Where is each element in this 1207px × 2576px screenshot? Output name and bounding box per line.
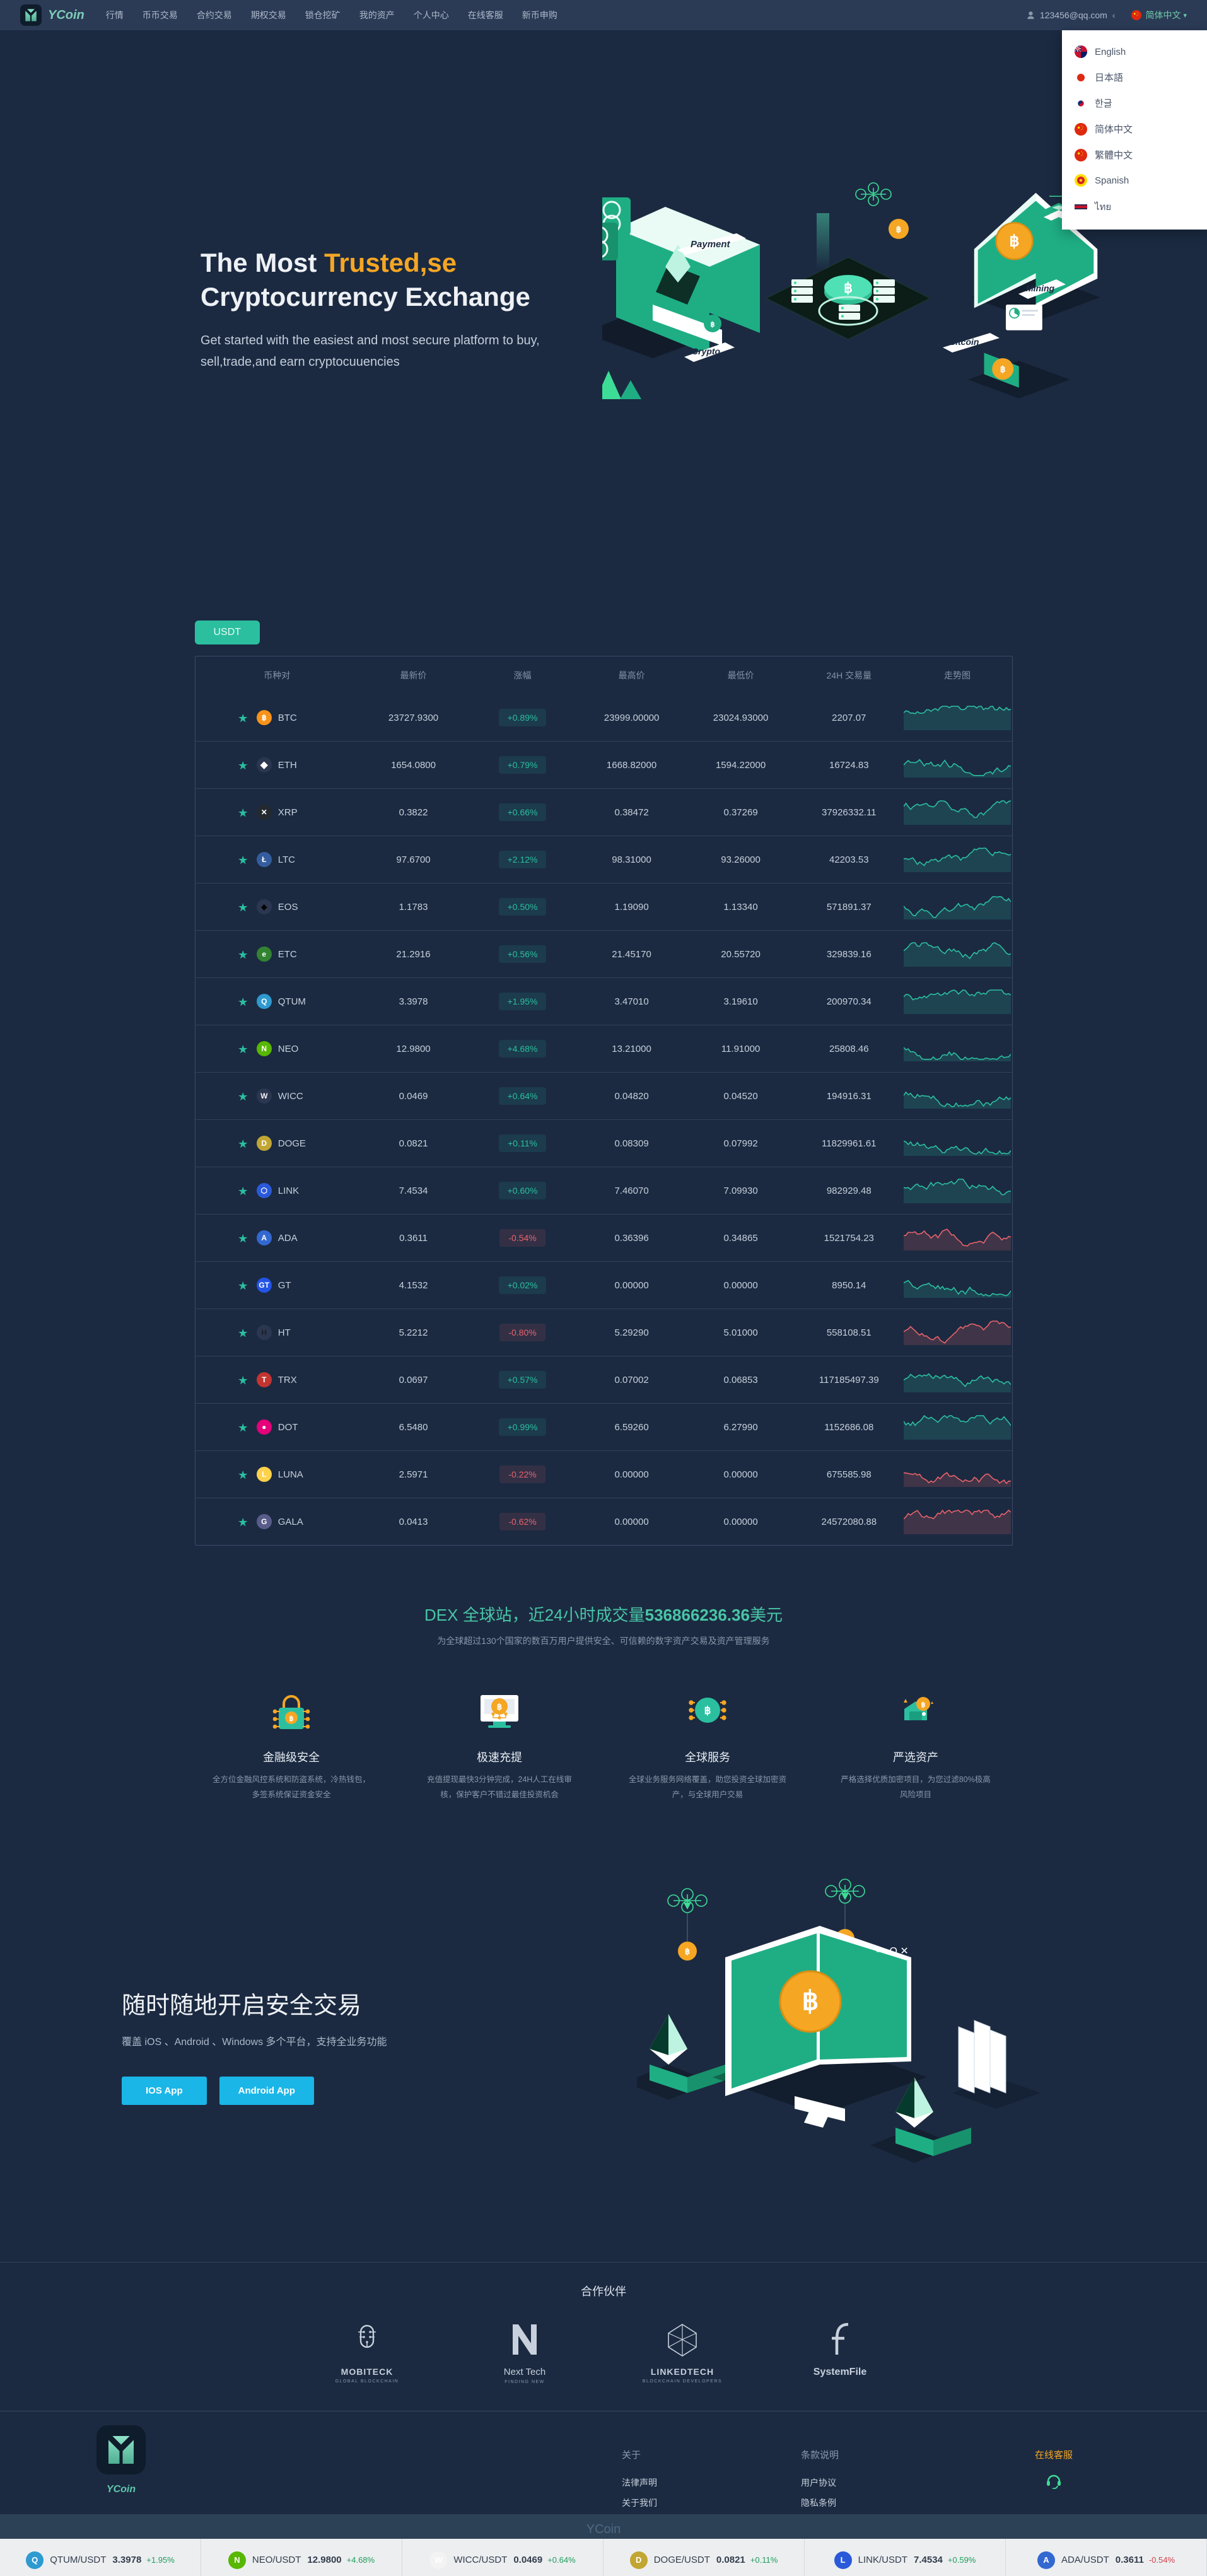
svg-text:— O ✕: — O ✕ xyxy=(877,1946,909,1957)
svg-text:Mining: Mining xyxy=(1026,283,1055,293)
svg-text:฿: ฿ xyxy=(497,1702,502,1711)
svg-text:Bitcoin: Bitcoin xyxy=(949,337,979,347)
svg-text:฿: ฿ xyxy=(844,280,853,296)
svg-text:฿: ฿ xyxy=(1000,364,1006,374)
svg-text:฿: ฿ xyxy=(289,1715,294,1723)
svg-text:฿: ฿ xyxy=(704,1705,711,1716)
svg-text:Crypto: Crypto xyxy=(692,346,721,356)
svg-text:฿: ฿ xyxy=(1009,233,1019,250)
svg-text:฿: ฿ xyxy=(711,321,715,329)
svg-text:฿: ฿ xyxy=(896,224,901,234)
svg-text:฿: ฿ xyxy=(685,1947,690,1956)
svg-text:Payment: Payment xyxy=(691,239,731,250)
svg-text:฿: ฿ xyxy=(921,1701,926,1709)
svg-text:฿: ฿ xyxy=(802,1986,819,2015)
